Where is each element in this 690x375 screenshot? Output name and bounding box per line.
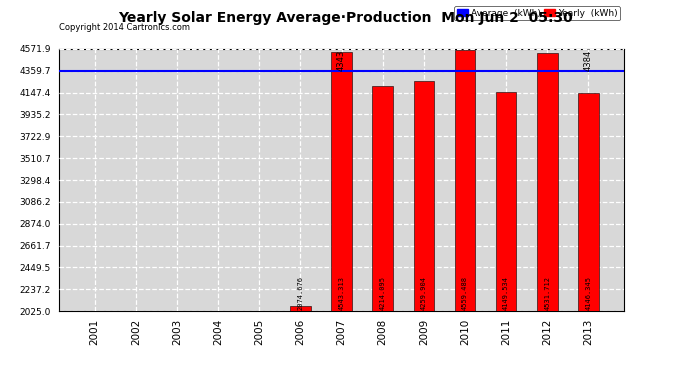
Bar	[290, 306, 310, 311]
Legend: Average  (kWh), Yearly  (kWh): Average (kWh), Yearly (kWh)	[454, 6, 620, 20]
Text: Copyright 2014 Cartronics.com: Copyright 2014 Cartronics.com	[59, 22, 190, 32]
Text: 2074.676: 2074.676	[297, 276, 304, 310]
Bar	[537, 53, 558, 311]
Text: 4531.712: 4531.712	[544, 276, 551, 310]
Text: 4343: 4343	[337, 50, 346, 71]
Bar	[331, 52, 352, 311]
Text: Yearly Solar Energy Average·Production  Mon Jun 2  05:30: Yearly Solar Energy Average·Production M…	[117, 11, 573, 25]
Bar	[373, 86, 393, 311]
Text: 4214.095: 4214.095	[380, 276, 386, 310]
Bar	[413, 81, 434, 311]
Bar	[496, 92, 516, 311]
Text: 4149.534: 4149.534	[503, 276, 509, 310]
Text: 4543.313: 4543.313	[339, 276, 344, 310]
Text: 4384: 4384	[584, 50, 593, 71]
Bar	[455, 50, 475, 311]
Text: 4146.345: 4146.345	[585, 276, 591, 310]
Bar	[578, 93, 599, 311]
Text: 4559.488: 4559.488	[462, 276, 468, 310]
Text: 4259.904: 4259.904	[421, 276, 427, 310]
